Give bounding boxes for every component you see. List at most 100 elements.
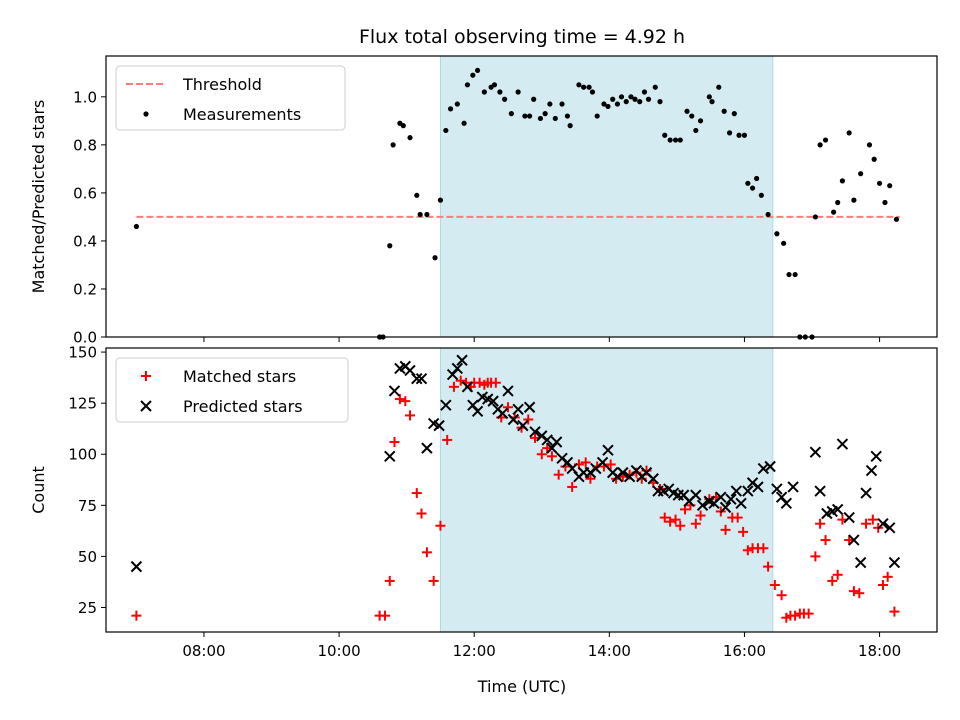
legend-label: Threshold (182, 75, 262, 94)
data-point (665, 516, 676, 527)
x-marker-b (433, 419, 445, 432)
y-axis-label: Matched/Predicted stars (29, 100, 48, 294)
y-tick-label: 1.0 (73, 88, 97, 106)
data-point (581, 84, 587, 90)
data-point (559, 101, 565, 107)
data-point (585, 473, 596, 484)
legend: Threshold Measurements (115, 65, 346, 131)
data-point (866, 142, 873, 148)
count-panel: 25 50 75 100 125 150 08:00 10:00 12:00 14:00 16:00… (29, 344, 938, 660)
data-point (809, 446, 822, 458)
data-point (732, 512, 743, 523)
data-point (858, 171, 864, 177)
x-marker-b (529, 426, 541, 438)
y-tick-label: 75 (78, 497, 97, 515)
legend-label: Measurements (183, 105, 301, 124)
x-marker-b (877, 518, 889, 530)
data-point (882, 199, 888, 206)
data-point (470, 72, 476, 78)
x-marker-b (502, 385, 514, 397)
data-point (893, 216, 900, 222)
x-marker-b (596, 456, 609, 469)
x-marker-b (384, 450, 396, 462)
x-marker-b (496, 407, 509, 420)
x-tick-label: 18:00 (858, 642, 901, 660)
data-point (752, 481, 764, 493)
data-point (389, 436, 400, 447)
data-point (884, 522, 896, 534)
data-point (690, 518, 701, 529)
data-point (601, 101, 607, 107)
data-point (380, 610, 391, 621)
data-point (848, 586, 859, 597)
x-marker-b (471, 405, 484, 418)
x-marker-b (854, 556, 867, 569)
x-marker-b (870, 450, 882, 462)
observing-window-band (439, 347, 774, 633)
data-point (461, 120, 467, 126)
data-point (719, 501, 732, 514)
data-point (416, 508, 427, 519)
y-tick-label: 0.6 (73, 184, 97, 202)
data-point (133, 223, 140, 230)
x-tick-label: 10:00 (317, 642, 360, 660)
x-marker-b (517, 419, 529, 432)
data-point (820, 535, 831, 546)
x-marker-b (814, 485, 826, 497)
data-point (384, 575, 395, 586)
data-point (405, 410, 416, 421)
x-marker-b (715, 491, 727, 503)
x-marker-b (476, 391, 489, 403)
y-tick-label: 25 (78, 599, 97, 617)
data-point (435, 520, 446, 531)
data-point (411, 488, 422, 499)
x-marker-b (757, 462, 770, 475)
x-marker-b (843, 511, 855, 524)
data-point (536, 449, 547, 460)
x-marker-b (541, 434, 553, 446)
data-point (388, 385, 401, 397)
x-marker-b (456, 354, 468, 366)
data-point (677, 137, 683, 143)
x-marker-b (630, 464, 643, 477)
data-point (721, 108, 727, 114)
data-point (404, 364, 416, 377)
data-point (567, 481, 578, 492)
data-point (731, 111, 737, 117)
x-marker-b (775, 491, 788, 503)
x-marker-b (388, 385, 401, 397)
x-marker-b (742, 485, 754, 497)
data-point (567, 123, 573, 129)
x-marker-b (831, 503, 844, 516)
data-point (400, 123, 406, 129)
data-point (854, 556, 867, 569)
legend-label: Matched stars (183, 367, 296, 386)
data-point (675, 520, 686, 531)
data-point (836, 438, 849, 450)
data-point (641, 89, 648, 95)
data-point (390, 142, 396, 148)
data-point (432, 255, 438, 261)
y-tick-label: 0.2 (73, 280, 97, 298)
x-marker-b (512, 403, 524, 416)
data-point (456, 354, 468, 366)
data-point (576, 82, 582, 88)
data-point (602, 444, 614, 456)
x-axis-label: Time (UTC) (477, 677, 566, 696)
data-point (848, 534, 860, 546)
data-point (843, 511, 855, 524)
data-point (566, 462, 578, 475)
axes-frame (105, 347, 938, 633)
data-point (735, 497, 747, 509)
x-marker-b (735, 497, 747, 509)
data-point (736, 132, 742, 138)
x-marker-b (640, 466, 653, 479)
data-point (531, 96, 537, 102)
x-marker-b (411, 372, 423, 385)
data-point (889, 606, 900, 617)
data-point (817, 142, 823, 148)
x-marker-b (787, 481, 799, 493)
data-point (529, 426, 541, 438)
data-point (421, 442, 433, 454)
data-point (790, 610, 801, 621)
